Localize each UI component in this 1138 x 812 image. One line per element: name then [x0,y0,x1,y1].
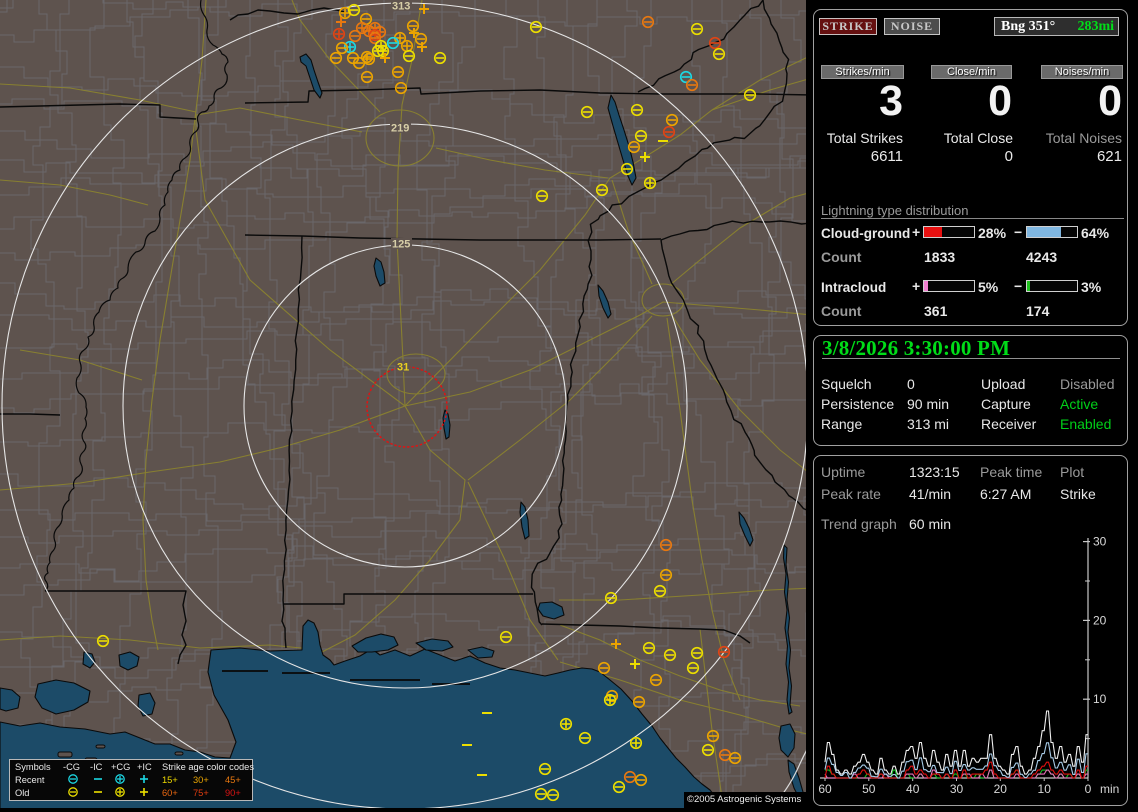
svg-text:40: 40 [906,782,920,796]
svg-text:60: 60 [818,782,832,796]
svg-text:125: 125 [392,239,410,251]
svg-text:219: 219 [391,123,409,135]
svg-text:20: 20 [994,782,1008,796]
svg-text:30: 30 [950,782,964,796]
svg-text:313: 313 [392,1,410,13]
svg-text:0: 0 [1085,782,1092,796]
svg-text:20: 20 [1093,613,1107,627]
svg-text:min: min [1100,782,1119,796]
svg-text:31: 31 [397,362,409,374]
svg-text:10: 10 [1093,692,1107,706]
svg-text:30: 30 [1093,535,1107,549]
svg-text:50: 50 [862,782,876,796]
svg-text:10: 10 [1038,782,1052,796]
